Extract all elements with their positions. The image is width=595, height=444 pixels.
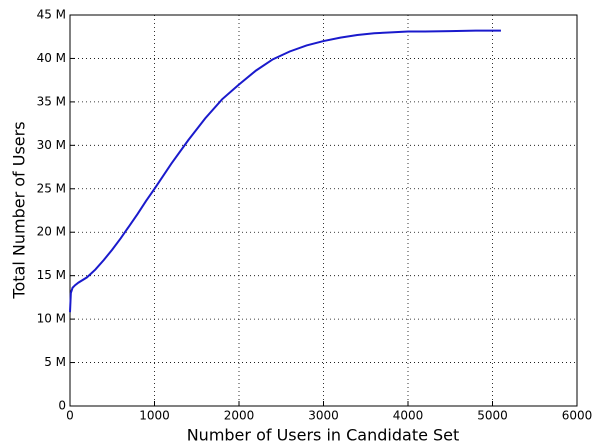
x-tick-label: 6000 [562, 409, 593, 423]
x-tick-label: 0 [66, 409, 74, 423]
y-tick-label: 0 [58, 399, 66, 413]
y-tick-label: 15 M [37, 268, 66, 282]
y-tick-label: 20 M [37, 225, 66, 239]
y-tick-label: 35 M [37, 94, 66, 108]
x-tick-label: 5000 [477, 409, 508, 423]
y-tick-label: 25 M [37, 181, 66, 195]
x-tick-label: 1000 [139, 409, 170, 423]
y-tick-label: 30 M [37, 138, 66, 152]
y-tick-label: 10 M [37, 312, 66, 326]
y-tick-label: 5 M [44, 355, 66, 369]
y-axis-label: Total Number of Users [10, 121, 29, 299]
x-tick-label: 2000 [224, 409, 255, 423]
x-tick-label: 3000 [308, 409, 339, 423]
x-tick-label: 4000 [393, 409, 424, 423]
y-tick-label: 40 M [37, 51, 66, 65]
x-axis-label: Number of Users in Candidate Set [187, 426, 460, 444]
plot-frame [69, 14, 578, 407]
line-series [69, 29, 501, 313]
y-tick-label: 45 M [37, 8, 66, 22]
